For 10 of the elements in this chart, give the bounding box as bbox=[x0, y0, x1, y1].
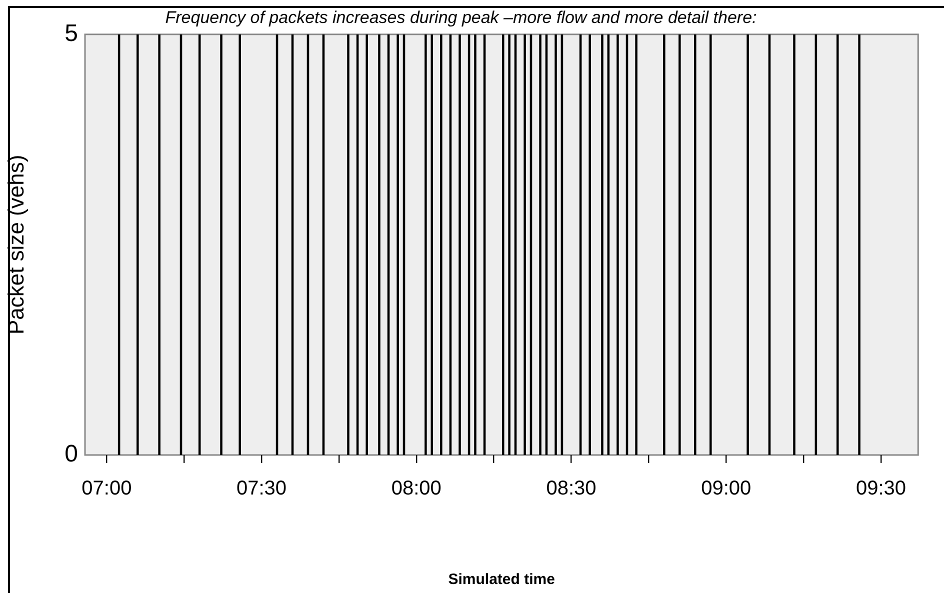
x-tick-label: 07:30 bbox=[236, 478, 287, 500]
x-tick-label: 08:00 bbox=[391, 478, 442, 500]
x-tick-label: 09:00 bbox=[701, 478, 752, 500]
chart-title: Frequency of packets increases during peak –more flow and more detail there: bbox=[165, 8, 758, 27]
x-tick-label: 08:30 bbox=[546, 478, 596, 500]
x-tick-label: 07:00 bbox=[82, 478, 132, 500]
y-tick-label: 5 bbox=[64, 20, 78, 48]
y-tick-label: 0 bbox=[64, 440, 78, 468]
x-axis-title: Simulated time bbox=[448, 571, 555, 588]
x-tick-label: 09:30 bbox=[856, 478, 906, 500]
